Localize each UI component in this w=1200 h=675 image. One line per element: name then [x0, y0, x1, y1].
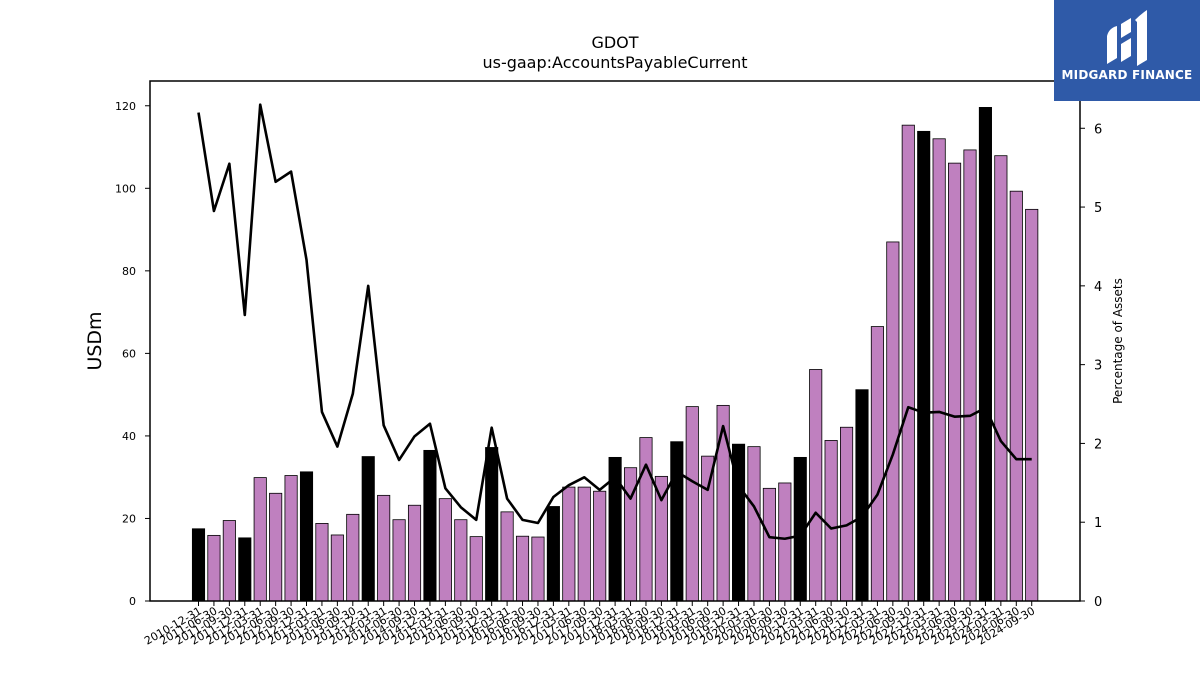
bar-2010-12-31: [191, 528, 206, 602]
bar-2011-09-30: [222, 520, 236, 602]
bar-2020-03-31: [747, 446, 761, 602]
y2-tick-label: 0: [1094, 595, 1102, 610]
chart-subtitle: us-gaap:AccountsPayableCurrent: [482, 53, 747, 72]
bar-2023-06-30: [948, 162, 962, 602]
bar-2021-03-31: [809, 369, 823, 602]
bar-2013-12-31: [361, 456, 375, 602]
bar-2021-09-30: [840, 426, 854, 602]
bar-2020-09-30: [778, 482, 792, 602]
bar-2024-06-30: [1009, 190, 1023, 602]
bar-2015-03-31: [438, 498, 452, 602]
y-tick-label: 100: [115, 182, 136, 195]
y2-tick-label: 4: [1094, 280, 1102, 295]
bar-2022-06-30: [886, 241, 900, 602]
y-tick-label: 80: [122, 265, 136, 278]
bar-2016-09-30: [531, 536, 545, 602]
bar-2015-09-30: [469, 536, 483, 602]
bar-2019-09-30: [716, 404, 730, 602]
bar-2024-03-31: [994, 155, 1008, 602]
y2-tick-label: 2: [1094, 437, 1102, 452]
bar-2014-09-30: [407, 504, 422, 602]
bar-2014-03-31: [377, 494, 391, 602]
bar-2016-03-31: [500, 511, 514, 602]
bar-2018-09-30: [654, 475, 668, 602]
bar-2015-12-31: [485, 447, 499, 602]
bar-2017-09-30: [593, 490, 607, 602]
bar-2023-03-31: [932, 138, 946, 602]
bar-2013-09-30: [346, 513, 360, 602]
bar-2019-03-31: [685, 406, 699, 602]
bar-2022-12-31: [917, 130, 931, 602]
bar-2011-06-30: [207, 534, 221, 602]
line-group: [197, 103, 1032, 541]
bar-2012-03-31: [253, 477, 267, 602]
bar-2012-09-30: [284, 475, 298, 602]
y-axis-label: USDm: [84, 311, 106, 370]
bar-2013-06-30: [330, 534, 344, 602]
bar-2018-06-30: [639, 437, 653, 602]
bar-2013-03-31: [315, 523, 329, 602]
bar-2015-06-30: [454, 519, 468, 602]
y2-tick-label: 6: [1094, 122, 1102, 137]
y-tick-label: 40: [122, 430, 136, 443]
midgard-logo-icon: [1107, 10, 1147, 66]
bar-2019-06-30: [701, 455, 715, 602]
bar-2022-09-30: [901, 124, 915, 602]
bar-2018-12-31: [670, 441, 684, 602]
y2-tick-label: 5: [1094, 201, 1102, 216]
bar-2016-06-30: [515, 535, 530, 602]
bar-2011-12-31: [238, 537, 252, 602]
bar-2014-12-31: [423, 449, 437, 602]
midgard-finance-logo: MIDGARD FINANCE: [1054, 0, 1200, 101]
y2-axis-label: Percentage of Assets: [1111, 278, 1125, 404]
chart-title: GDOT: [591, 33, 638, 52]
bar-2021-06-30: [824, 440, 838, 602]
x-axis: 2010-12-312011-06-302011-09-302011-12-31…: [142, 601, 1037, 648]
left-axis: 0 20 40 60 80 100 120: [115, 100, 150, 608]
right-axis: 0 1 2 3 4 5 6: [1080, 122, 1102, 610]
percentage-line: [197, 103, 1032, 541]
y-tick-label: 0: [129, 595, 136, 608]
bar-2017-06-30: [577, 486, 591, 602]
bar-2012-12-31: [299, 471, 314, 602]
y-tick-label: 20: [122, 512, 136, 525]
y-tick-label: 120: [115, 100, 136, 113]
bar-2022-03-31: [870, 326, 884, 602]
bar-2012-06-30: [269, 492, 283, 602]
bar-2024-09-30: [1025, 208, 1039, 602]
y2-tick-label: 3: [1094, 359, 1102, 374]
y-tick-label: 60: [122, 347, 136, 360]
bars-group: [191, 107, 1039, 602]
bar-2021-12-31: [855, 389, 869, 602]
y2-tick-label: 1: [1094, 516, 1102, 531]
bar-2017-03-31: [562, 486, 576, 602]
bar-2023-09-30: [963, 149, 977, 602]
bar-2023-12-31: [978, 107, 992, 602]
bar-2016-12-31: [546, 506, 560, 602]
bar-2020-06-30: [762, 487, 776, 602]
logo-text: MIDGARD FINANCE: [1061, 68, 1193, 82]
bar-2014-06-30: [392, 519, 406, 602]
